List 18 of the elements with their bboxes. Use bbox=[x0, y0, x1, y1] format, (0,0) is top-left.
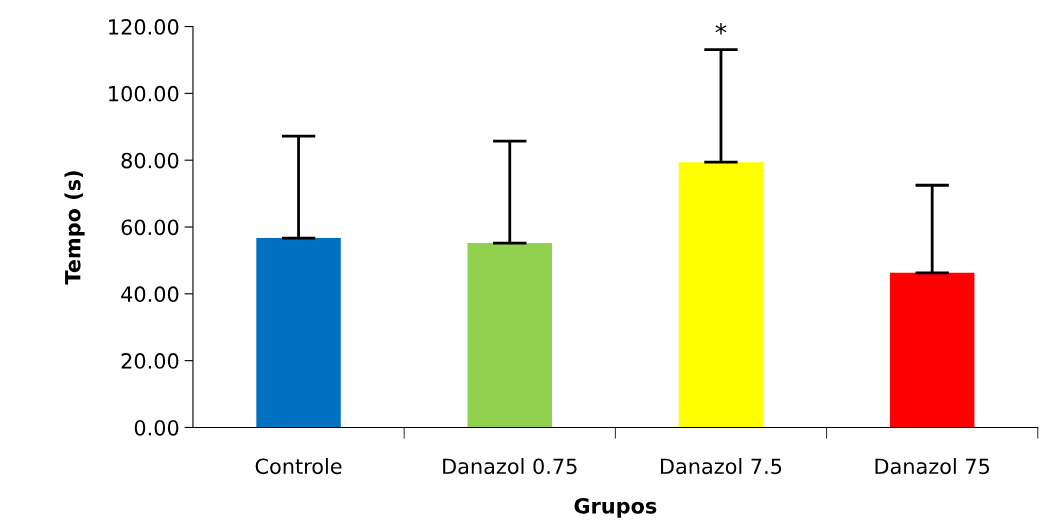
bar bbox=[256, 238, 341, 428]
y-tick-label: 100.00 bbox=[109, 85, 179, 102]
y-axis-title: Tempo (s) bbox=[64, 171, 85, 285]
x-tick-label: Danazol 75 bbox=[875, 458, 990, 475]
x-tick-label: Danazol 7.5 bbox=[661, 458, 782, 475]
bar bbox=[467, 243, 553, 428]
x-tick-label: Controle bbox=[255, 458, 342, 475]
bar bbox=[889, 272, 975, 428]
y-tick-label: 0.00 bbox=[134, 419, 179, 436]
bar bbox=[678, 162, 764, 428]
x-axis-title: Grupos bbox=[574, 497, 657, 518]
x-tick-label: Danazol 0.75 bbox=[443, 458, 577, 475]
y-tick-label: 120.00 bbox=[109, 19, 179, 35]
y-tick-label: 40.00 bbox=[121, 286, 179, 303]
y-tick-label: 80.00 bbox=[121, 152, 179, 169]
y-tick-label: 60.00 bbox=[121, 219, 179, 236]
y-tick-label: 20.00 bbox=[121, 353, 179, 369]
annotation: * bbox=[715, 23, 727, 35]
